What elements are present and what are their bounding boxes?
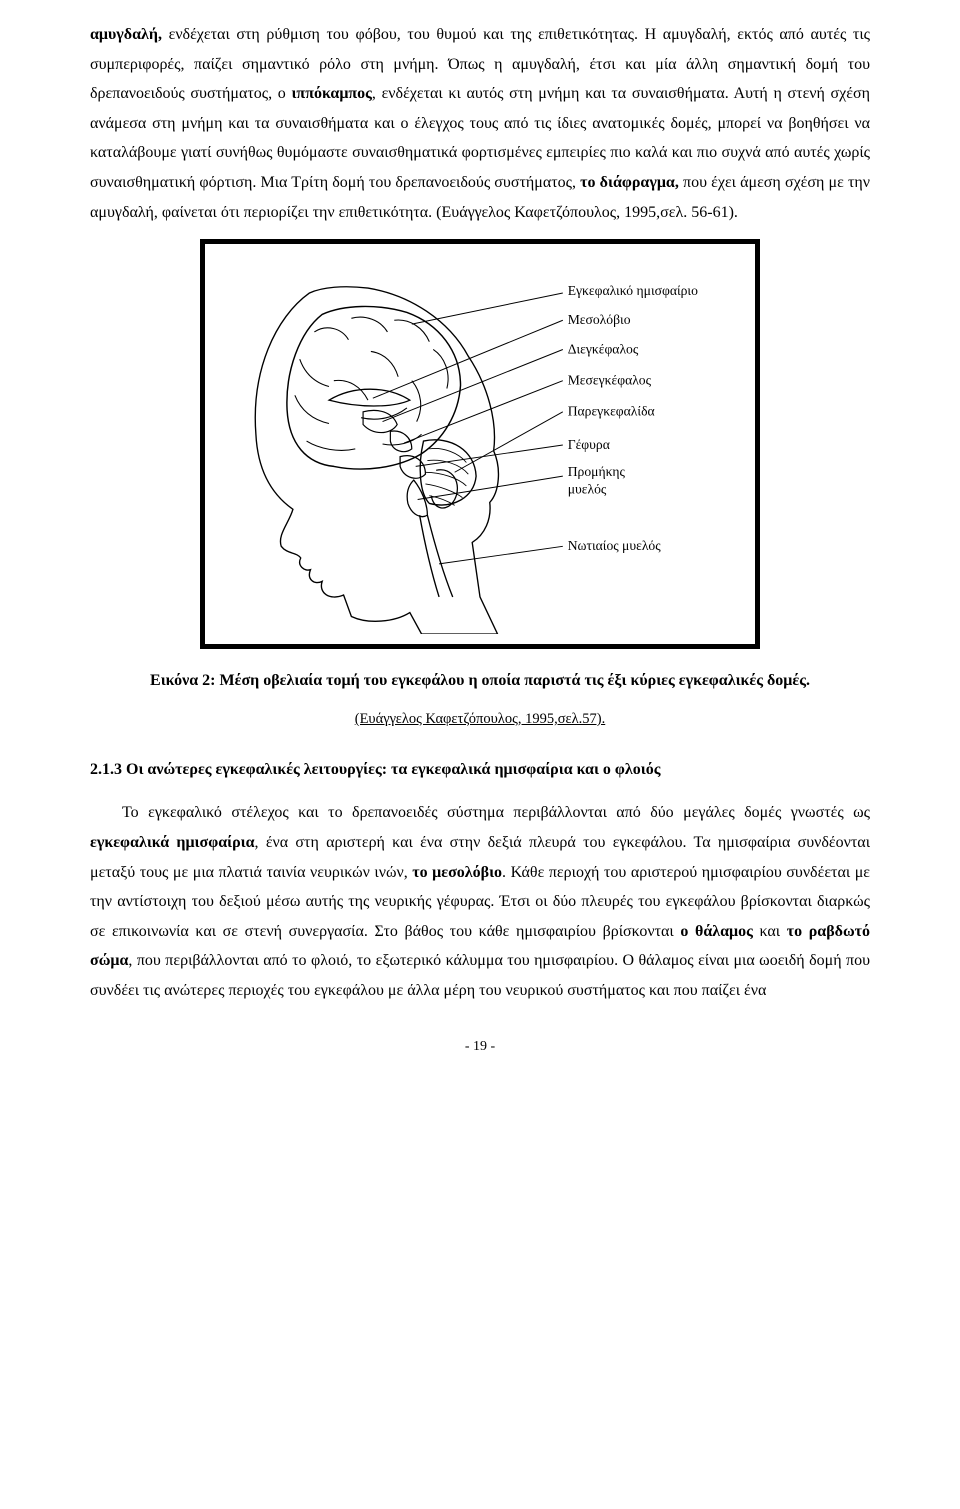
paragraph-top: αμυγδαλή, ενδέχεται στη ρύθμιση του φόβο… [90,20,870,227]
label-diencephalon: Διεγκέφαλος [568,342,639,357]
label-spinal-cord: Νωτιαίος μυελός [568,538,662,553]
text-seg: Το εγκεφαλικό στέλεχος και το δρεπανοειδ… [122,804,870,821]
text-seg: , που περιβάλλονται από το φλοιό, το εξω… [90,952,870,999]
brain-diagram-svg: Εγκεφαλικό ημισφαίριο Μεσολόβιο Διεγκέφα… [215,254,745,634]
label-corpus-callosum: Μεσολόβιο [568,312,631,327]
label-midbrain: Μεσεγκέφαλος [568,373,652,388]
term-corpus-callosum: το μεσολόβιο [412,864,502,881]
figure-caption: Εικόνα 2: Μέση οβελιαία τομή του εγκεφάλ… [150,667,810,696]
label-hemisphere: Εγκεφαλικό ημισφαίριο [568,283,698,298]
figure-frame: Εγκεφαλικό ημισφαίριο Μεσολόβιο Διεγκέφα… [200,239,760,649]
label-medulla-1: Προμήκης [568,464,626,479]
term-hippocampus: ιππόκαμπος [291,85,371,102]
text-seg: και [753,923,787,940]
figure-brain-sagittal: Εγκεφαλικό ημισφαίριο Μεσολόβιο Διεγκέφα… [90,239,870,649]
term-hemispheres: εγκεφαλικά ημισφαίρια [90,834,255,851]
page-number: - 19 - [90,1034,870,1060]
paragraph-body: Το εγκεφαλικό στέλεχος και το δρεπανοειδ… [90,798,870,1005]
term-diaphragm: το διάφραγμα, [580,174,679,191]
figure-citation: (Ευάγγελος Καφετζόπουλος, 1995,σελ.57). [90,706,870,733]
term-amygdala: αμυγδαλή, [90,26,162,43]
label-medulla-2: μυελός [568,482,607,497]
term-thalamus: ο θάλαμος [680,923,753,940]
section-heading-2-1-3: 2.1.3 Οι ανώτερες εγκεφαλικές λειτουργίε… [90,755,870,785]
label-pons: Γέφυρα [568,437,610,452]
label-cerebellum: Παρεγκεφαλίδα [568,404,655,419]
